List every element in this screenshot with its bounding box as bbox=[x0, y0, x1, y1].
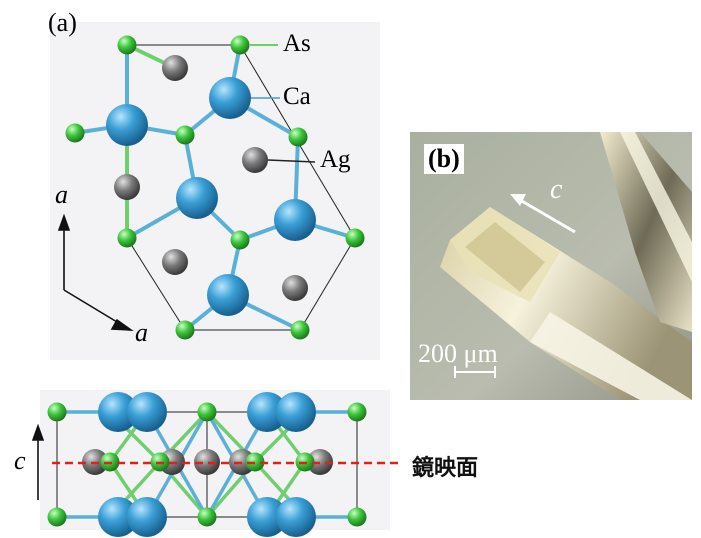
as-atom-label: As bbox=[283, 30, 311, 57]
crystal-photo-image bbox=[410, 132, 692, 400]
atom-leader-lines bbox=[250, 44, 316, 163]
scale-bar-label: 200 μm bbox=[418, 339, 498, 368]
ca-atoms-a bbox=[106, 77, 316, 316]
ca-atom-label: Ca bbox=[283, 83, 311, 110]
c-axis-arrow bbox=[31, 423, 45, 500]
c-axis-label: c bbox=[14, 446, 26, 475]
as-atoms-a bbox=[65, 35, 365, 340]
lattice-axis-a-vertical: a bbox=[55, 180, 68, 209]
lattice-axis-a-diagonal: a bbox=[135, 318, 148, 347]
lattice-axes-a bbox=[57, 213, 134, 331]
panel-b-label: (b) bbox=[424, 144, 464, 174]
mirror-plane-label: 鏡映面 bbox=[412, 456, 479, 481]
photo-c-axis-label: c bbox=[550, 174, 563, 205]
ag-atoms-a bbox=[114, 55, 308, 301]
ag-atom-label: Ag bbox=[320, 146, 351, 173]
ca-atoms-c bbox=[98, 392, 316, 537]
panel-a-label: (a) bbox=[48, 8, 77, 37]
crystal-photo: (b) c 200 μm bbox=[410, 132, 692, 400]
